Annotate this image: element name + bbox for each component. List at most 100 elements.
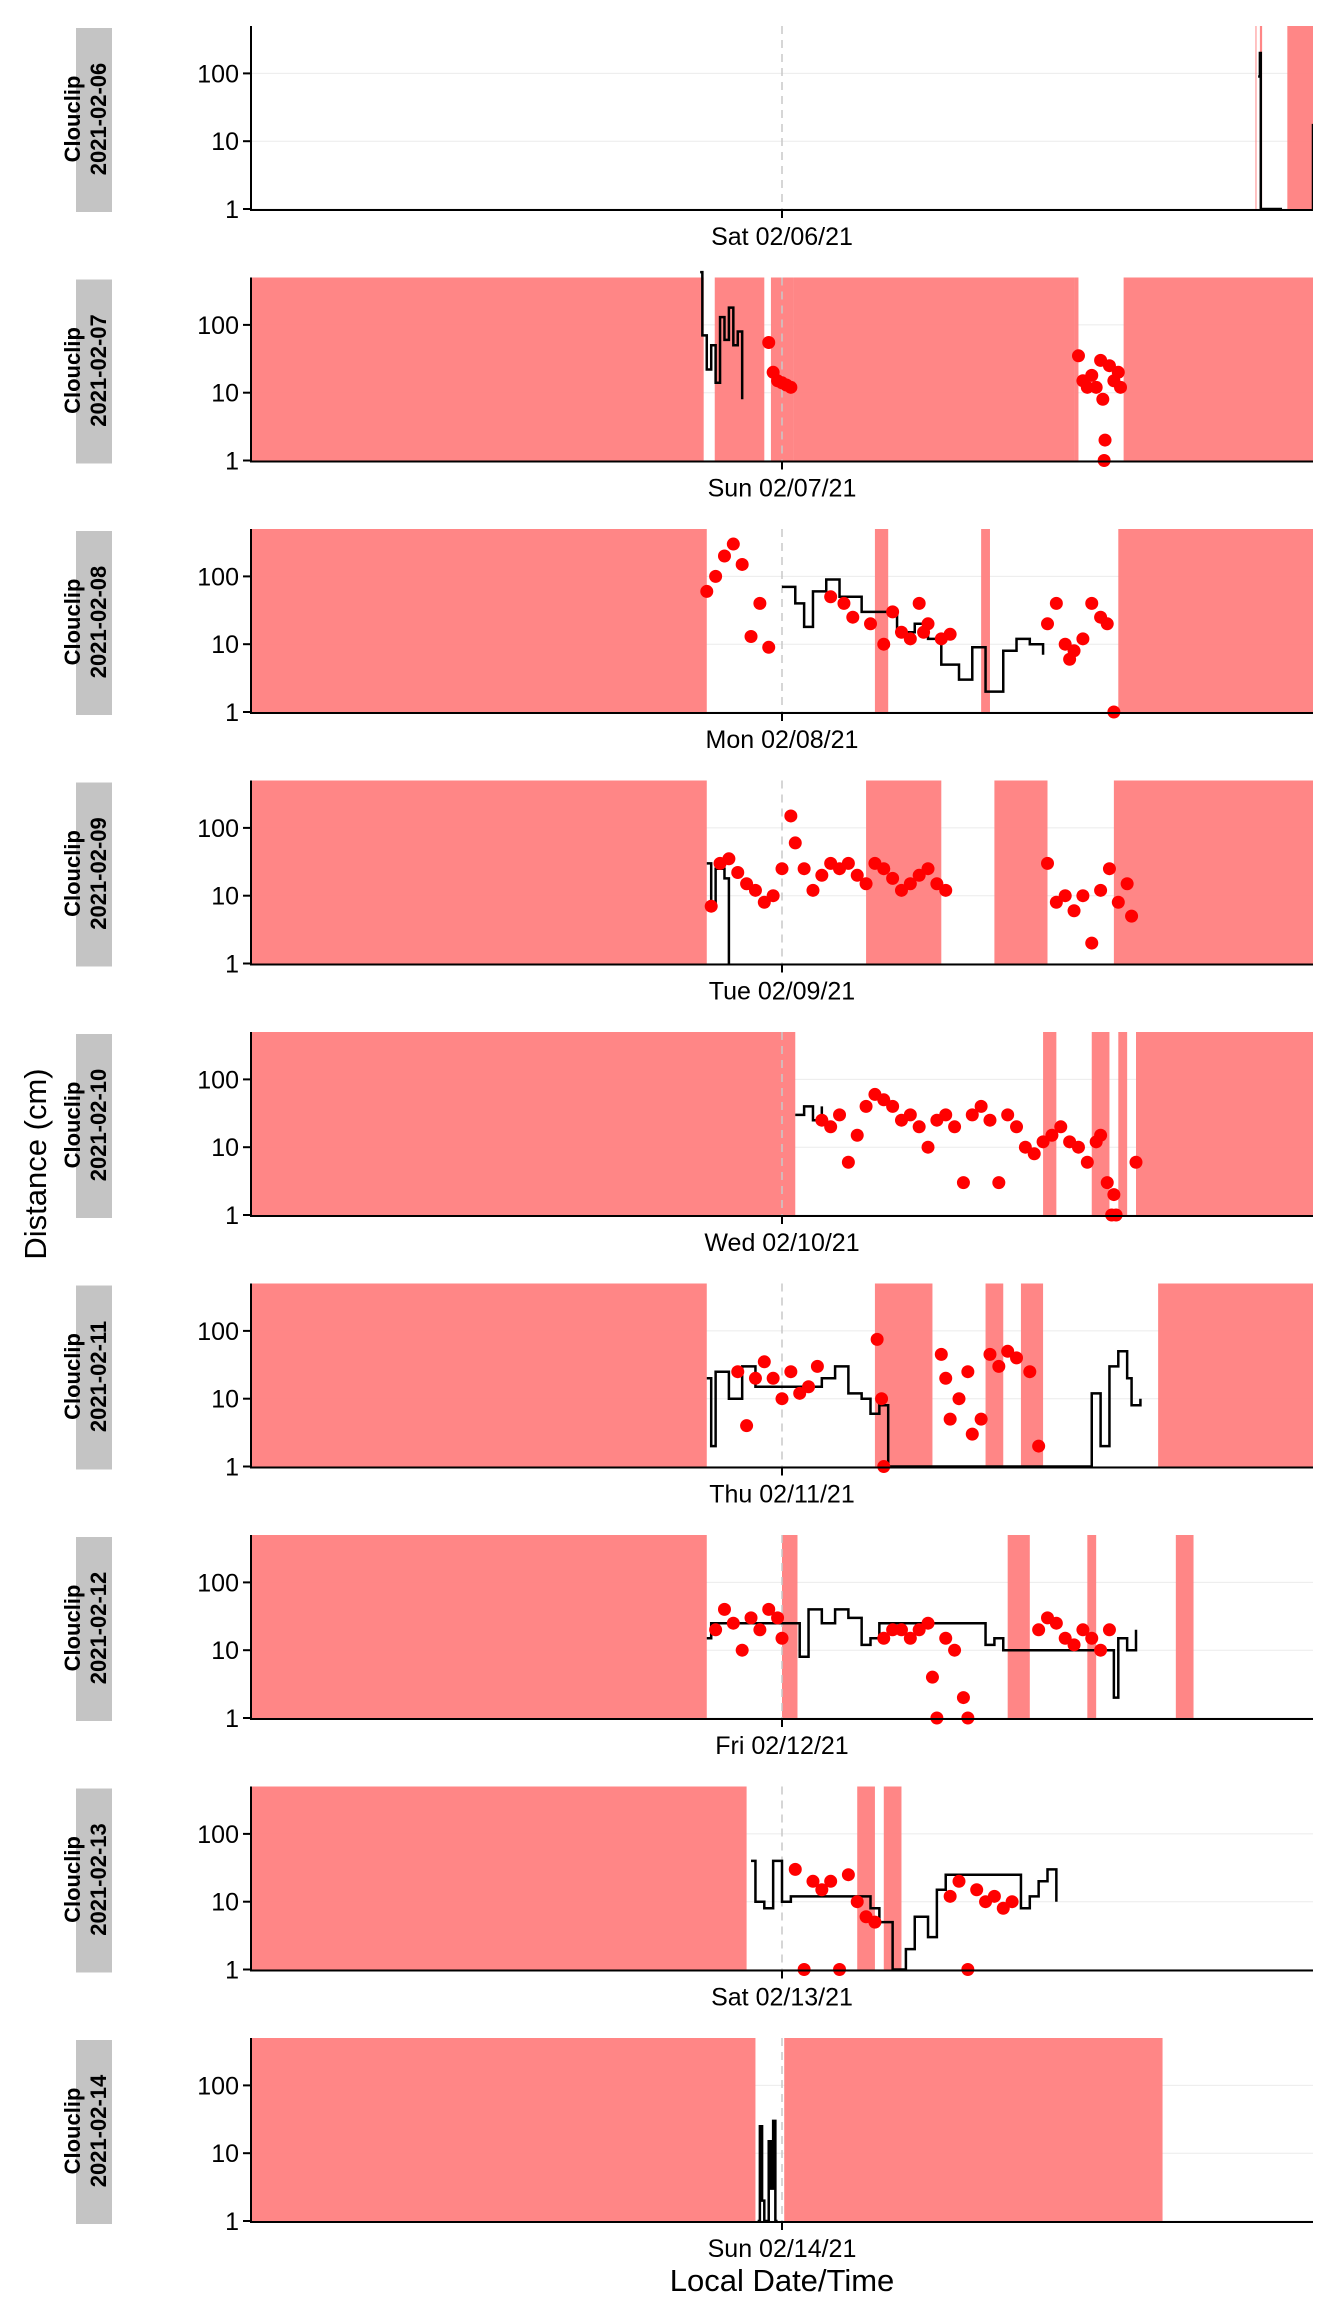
data-point (784, 380, 798, 394)
data-point (894, 883, 908, 897)
facet-strip (76, 782, 112, 967)
data-point (841, 856, 855, 870)
data-point (1067, 904, 1081, 918)
no-wear-band (251, 529, 707, 712)
data-point (766, 1371, 780, 1385)
data-point (868, 1915, 882, 1929)
no-wear-band (251, 1786, 747, 1970)
data-point (748, 883, 762, 897)
facet-strip-line: 2021-02-08 (86, 566, 111, 679)
data-point (1085, 596, 1099, 610)
facet-panel: Clouclip2021-02-06 1 10 100 Sat 02/06/21 (60, 26, 1313, 251)
data-point (912, 1623, 926, 1637)
x-tick-label: Fri 02/12/21 (715, 1732, 848, 1760)
data-point (943, 627, 957, 641)
data-point (921, 617, 935, 631)
facet-strip-label: Clouclip2021-02-10 (60, 1069, 111, 1182)
facet-strip-label: Clouclip2021-02-08 (60, 566, 111, 679)
data-point (1058, 637, 1072, 651)
data-point (912, 868, 926, 882)
data-point (921, 862, 935, 876)
data-point (731, 1365, 745, 1379)
data-point (1102, 862, 1116, 876)
data-point (1058, 1631, 1072, 1645)
data-point (762, 1602, 776, 1616)
data-point (771, 1611, 785, 1625)
no-wear-band (251, 1032, 796, 1215)
data-point (875, 1392, 889, 1406)
data-point (846, 610, 860, 624)
y-tick-label: 10 (211, 380, 239, 408)
data-point (735, 1643, 749, 1657)
facet-panel: Clouclip2021-02-13 1 10 100 Sat 02/13/21 (60, 1786, 1313, 2012)
data-point (1114, 380, 1128, 394)
data-point (753, 596, 767, 610)
no-wear-band (883, 1786, 902, 1970)
data-point (903, 877, 917, 891)
facet-strip-line: Clouclip (60, 579, 85, 666)
data-point (894, 1623, 908, 1637)
data-point (956, 1176, 970, 1190)
data-point (939, 883, 953, 897)
data-point (1005, 1895, 1019, 1909)
facet-strip (76, 1285, 112, 1470)
y-tick-label: 10 (211, 883, 239, 911)
data-point (1096, 392, 1110, 406)
data-point (864, 617, 877, 631)
data-point (939, 1371, 953, 1385)
no-wear-band (1118, 1032, 1128, 1215)
data-point (903, 632, 917, 646)
data-point (1049, 895, 1063, 909)
facet-panel: Clouclip2021-02-11 1 10 100 Thu 02/11/21 (60, 1283, 1313, 1509)
no-wear-band (1091, 1032, 1110, 1215)
facet-strip-line: 2021-02-11 (86, 1321, 111, 1432)
data-point (815, 1883, 829, 1897)
data-point (717, 1602, 731, 1616)
data-point (833, 1108, 847, 1122)
data-point (793, 1386, 807, 1400)
data-point (1094, 883, 1108, 897)
data-point (784, 809, 798, 823)
y-tick-label: 1 (225, 1202, 239, 1230)
no-wear-band (1255, 26, 1257, 209)
data-point (877, 1631, 891, 1645)
data-point (775, 862, 789, 876)
data-point (939, 1631, 953, 1645)
data-point (850, 1895, 864, 1909)
data-point (939, 1108, 953, 1122)
data-point (921, 1140, 935, 1154)
data-point (788, 836, 802, 850)
y-tick-label: 1 (225, 196, 239, 224)
no-wear-band (1118, 529, 1313, 712)
plot-area (251, 1535, 1313, 1725)
data-point (1111, 895, 1125, 909)
y-tick-label: 10 (211, 1889, 239, 1917)
data-point (894, 625, 908, 639)
data-point (757, 895, 771, 909)
data-point (886, 1099, 900, 1113)
data-point (1125, 909, 1139, 923)
facet-panel: Clouclip2021-02-08 1 10 100 Mon 02/08/21 (60, 529, 1313, 754)
data-point (974, 1099, 988, 1113)
y-tick-label: 100 (197, 60, 239, 88)
data-point (903, 1108, 917, 1122)
distance-line (757, 2119, 778, 2223)
data-point (948, 1643, 962, 1657)
data-point (930, 877, 944, 891)
data-point (1036, 1135, 1050, 1149)
data-point (806, 883, 820, 897)
no-wear-band (874, 1283, 933, 1467)
x-axis-title: Local Date/Time (670, 2263, 895, 2298)
no-wear-band (1043, 1032, 1057, 1215)
data-point (952, 1392, 966, 1406)
y-tick-label: 1 (225, 448, 239, 476)
facet-strip-line: Clouclip (60, 1585, 85, 1672)
facet-strip (76, 28, 112, 212)
plot-area (251, 780, 1313, 964)
distance-line (706, 1608, 1138, 1699)
facet-strip-label: Clouclip2021-02-09 (60, 817, 111, 930)
data-point (704, 899, 718, 913)
data-point (992, 1359, 1006, 1373)
y-tick-label: 1 (225, 1957, 239, 1985)
